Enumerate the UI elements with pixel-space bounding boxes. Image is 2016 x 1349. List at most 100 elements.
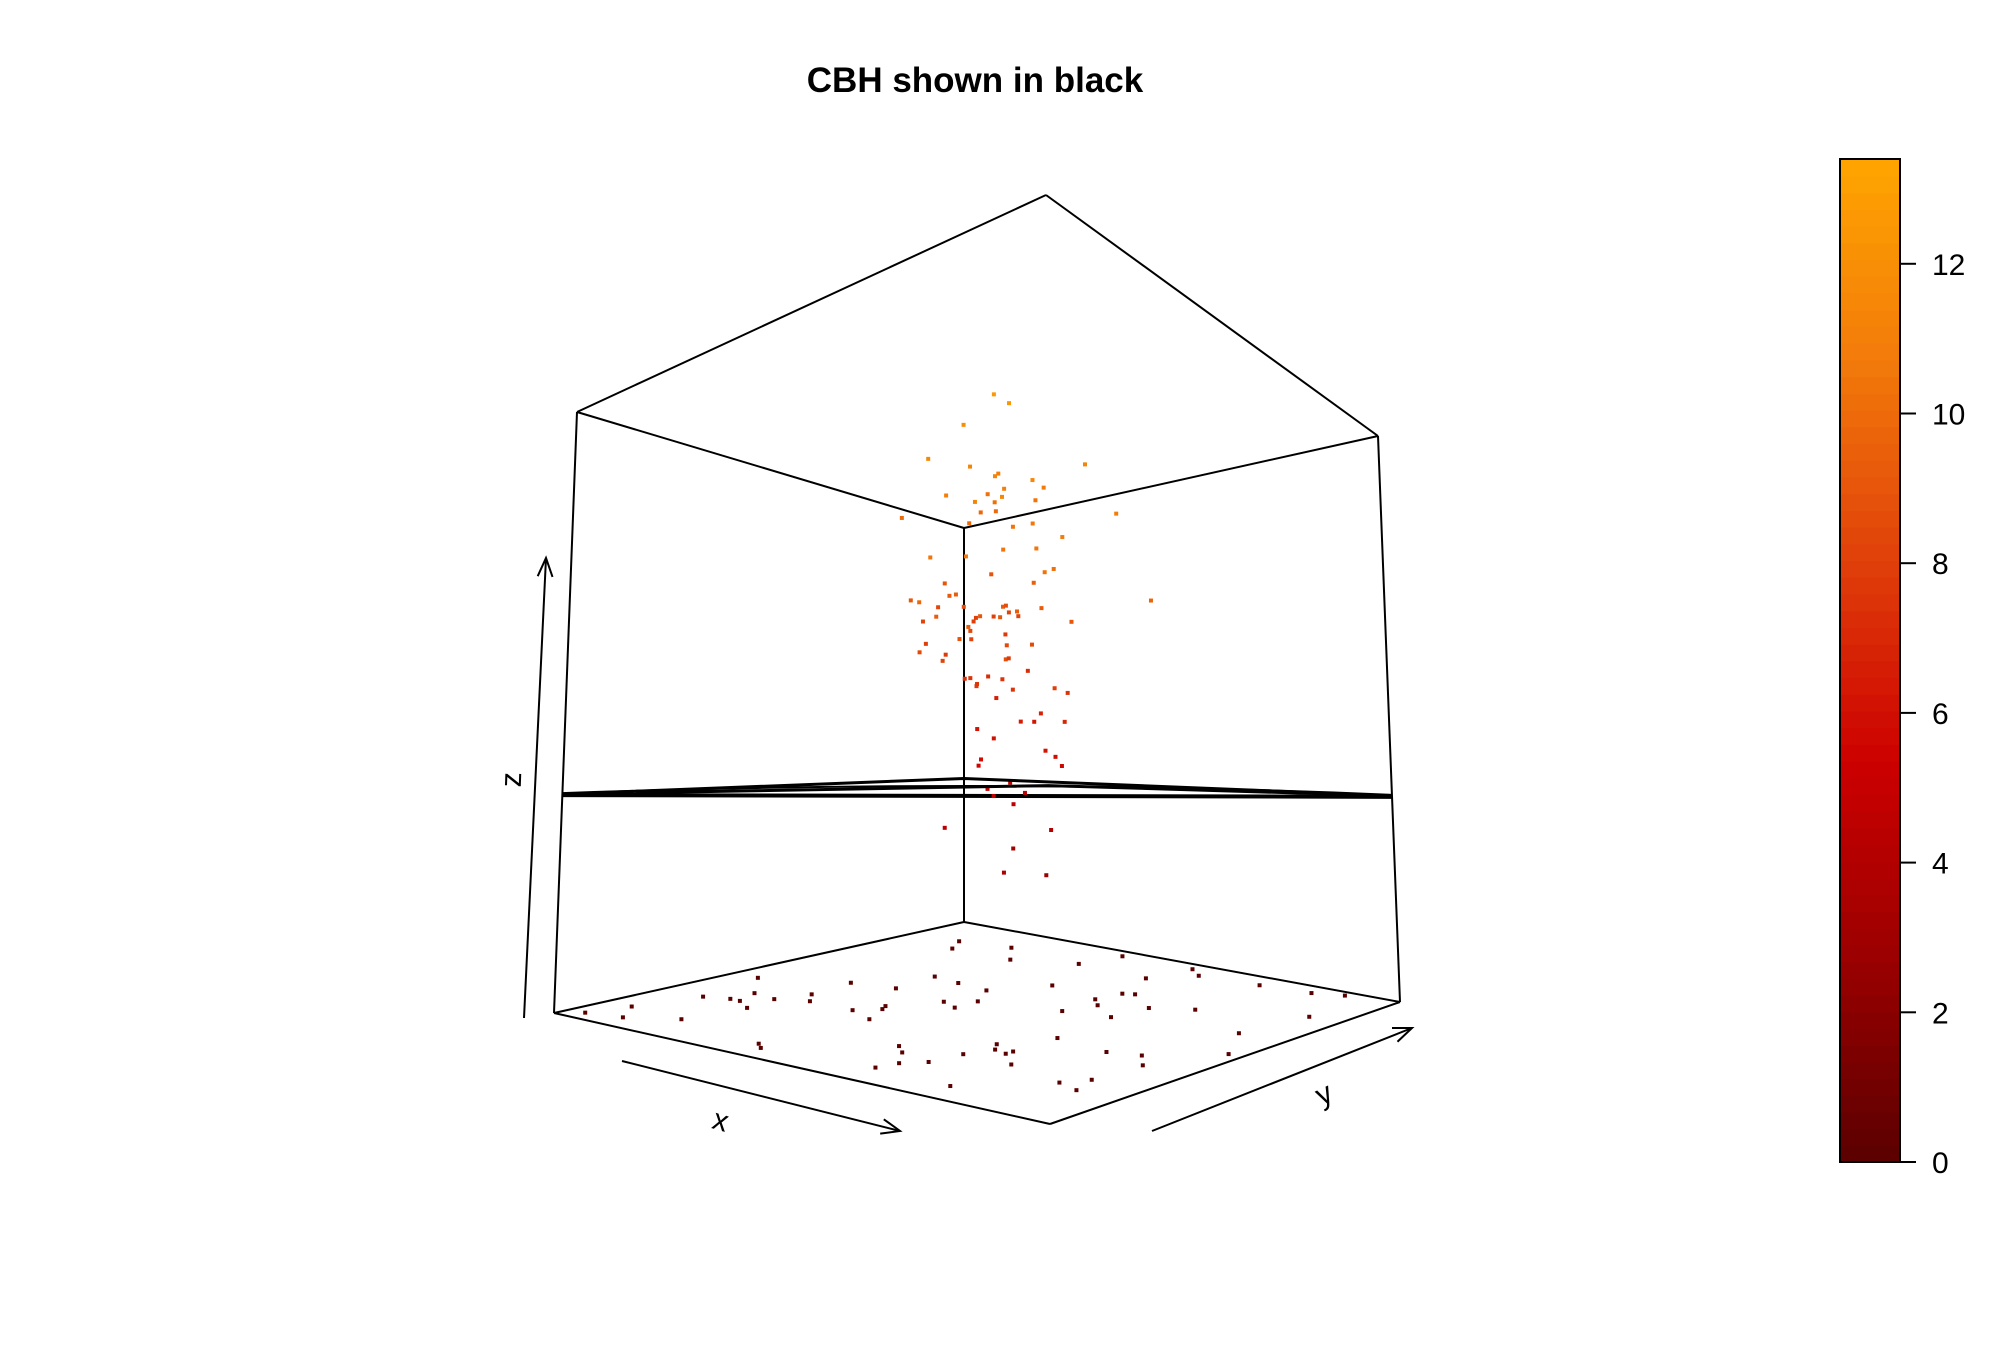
canopy-point xyxy=(1011,846,1016,851)
canopy-point xyxy=(1069,619,1074,624)
z-axis-label: z xyxy=(495,772,529,788)
box-edge-back-floor-y xyxy=(963,921,1401,1003)
canopy-point xyxy=(1043,748,1048,753)
colorbar-swatch xyxy=(1840,693,1900,712)
colorbar-swatch xyxy=(1840,1078,1900,1096)
canopy-point xyxy=(1010,524,1015,529)
projected-point xyxy=(1133,992,1138,997)
canopy-point xyxy=(1016,614,1021,619)
canopy-point xyxy=(1032,719,1037,724)
canopy-point xyxy=(1114,511,1119,516)
projected-point xyxy=(932,974,937,979)
colorbar-swatch xyxy=(1840,627,1900,645)
canopy-point xyxy=(1060,535,1065,540)
canopy-point xyxy=(998,615,1003,620)
projected-point xyxy=(745,1005,750,1010)
projected-point xyxy=(1003,1051,1008,1056)
canopy-point xyxy=(1039,606,1044,611)
cbh-plane xyxy=(562,776,1393,799)
colorbar-swatch xyxy=(1840,610,1900,628)
colorbar-swatch xyxy=(1840,1111,1900,1130)
cbh-plane-surface xyxy=(562,784,1393,796)
canopy-point xyxy=(991,736,996,741)
colorbar-swatch xyxy=(1840,911,1900,929)
colorbar-swatch xyxy=(1840,309,1900,327)
projected-point xyxy=(984,988,989,993)
projected-point xyxy=(900,1050,905,1055)
canopy-point xyxy=(1003,632,1008,637)
canopy-point xyxy=(943,652,948,657)
colorbar-swatch xyxy=(1840,1044,1900,1063)
projected-point xyxy=(1104,1050,1109,1055)
colorbar-swatch xyxy=(1840,209,1900,227)
colorbar-swatch xyxy=(1840,1011,1900,1030)
x-axis-arrow-head xyxy=(880,1118,903,1135)
canopy-point xyxy=(1003,657,1008,662)
projected-point xyxy=(926,1059,931,1064)
colorbar-tick-label: 12 xyxy=(1932,249,1965,282)
colorbar-swatch xyxy=(1840,744,1900,762)
projected-point xyxy=(809,992,814,997)
projected-point xyxy=(994,1042,999,1047)
projected-point xyxy=(1009,1062,1014,1067)
projected-point xyxy=(758,1045,763,1050)
canopy-point xyxy=(1034,546,1039,551)
projected-point xyxy=(1109,1015,1114,1020)
projected-point xyxy=(961,1052,966,1057)
canopy-point xyxy=(917,650,922,655)
colorbar-tick-label: 10 xyxy=(1932,398,1965,431)
colorbar-swatch xyxy=(1840,526,1900,545)
projected-point xyxy=(883,1004,888,1009)
z-axis-arrow-head xyxy=(536,555,554,578)
colorbar-swatch xyxy=(1840,459,1900,478)
canopy-point xyxy=(979,757,984,762)
x-axis-arrow xyxy=(621,1060,901,1132)
colorbar-swatch xyxy=(1840,426,1900,444)
projected-point xyxy=(1307,1014,1312,1019)
axis-arrows xyxy=(523,555,1415,1135)
projected-point xyxy=(701,994,706,999)
colorbar-tick-label: 4 xyxy=(1932,848,1949,881)
y-axis-arrow-head xyxy=(1391,1026,1415,1043)
colorbar-swatch xyxy=(1840,342,1900,361)
colorbar-swatch xyxy=(1840,443,1900,461)
colorbar-swatch xyxy=(1840,844,1900,862)
canopy-point xyxy=(975,681,980,686)
canopy-point xyxy=(991,614,996,619)
projected-point xyxy=(1140,1063,1145,1068)
canopy-point xyxy=(1065,690,1070,695)
canopy-point xyxy=(963,554,968,559)
projected-point xyxy=(848,980,853,985)
colorbar-swatch xyxy=(1840,259,1900,277)
projected-point xyxy=(867,1017,872,1022)
projected-point xyxy=(1074,1088,1079,1093)
projected-point xyxy=(1076,961,1081,966)
canopy-point xyxy=(923,641,928,646)
projected-point xyxy=(897,1061,902,1066)
canopy-point xyxy=(991,794,996,799)
box-edge-right-vertical xyxy=(1377,435,1401,1003)
projected-point xyxy=(1050,983,1055,988)
projected-point xyxy=(772,997,777,1002)
projected-point xyxy=(1120,991,1125,996)
canopy-points-front-layer xyxy=(942,790,1054,878)
canopy-point xyxy=(994,696,999,701)
projected-point xyxy=(1139,1053,1144,1058)
projected-point xyxy=(583,1010,588,1015)
canopy-point xyxy=(1004,643,1009,648)
projected-point xyxy=(1342,993,1347,998)
box-edge-top-right xyxy=(1045,194,1379,437)
colorbar-swatch xyxy=(1840,359,1900,378)
z-axis-arrow xyxy=(523,557,547,1019)
canopy-point xyxy=(996,471,1001,476)
canopy-point xyxy=(1018,719,1023,724)
projected-point xyxy=(737,998,742,1003)
colorbar-tick-label: 0 xyxy=(1932,1147,1949,1180)
box-edge-back-top-y xyxy=(963,435,1379,529)
canopy-point xyxy=(992,474,997,479)
projected-point xyxy=(1093,997,1098,1002)
canopy-point xyxy=(940,658,945,663)
colorbar-swatch xyxy=(1840,1145,1900,1163)
colorbar-swatch xyxy=(1840,192,1900,210)
colorbar-swatch xyxy=(1840,1128,1900,1147)
